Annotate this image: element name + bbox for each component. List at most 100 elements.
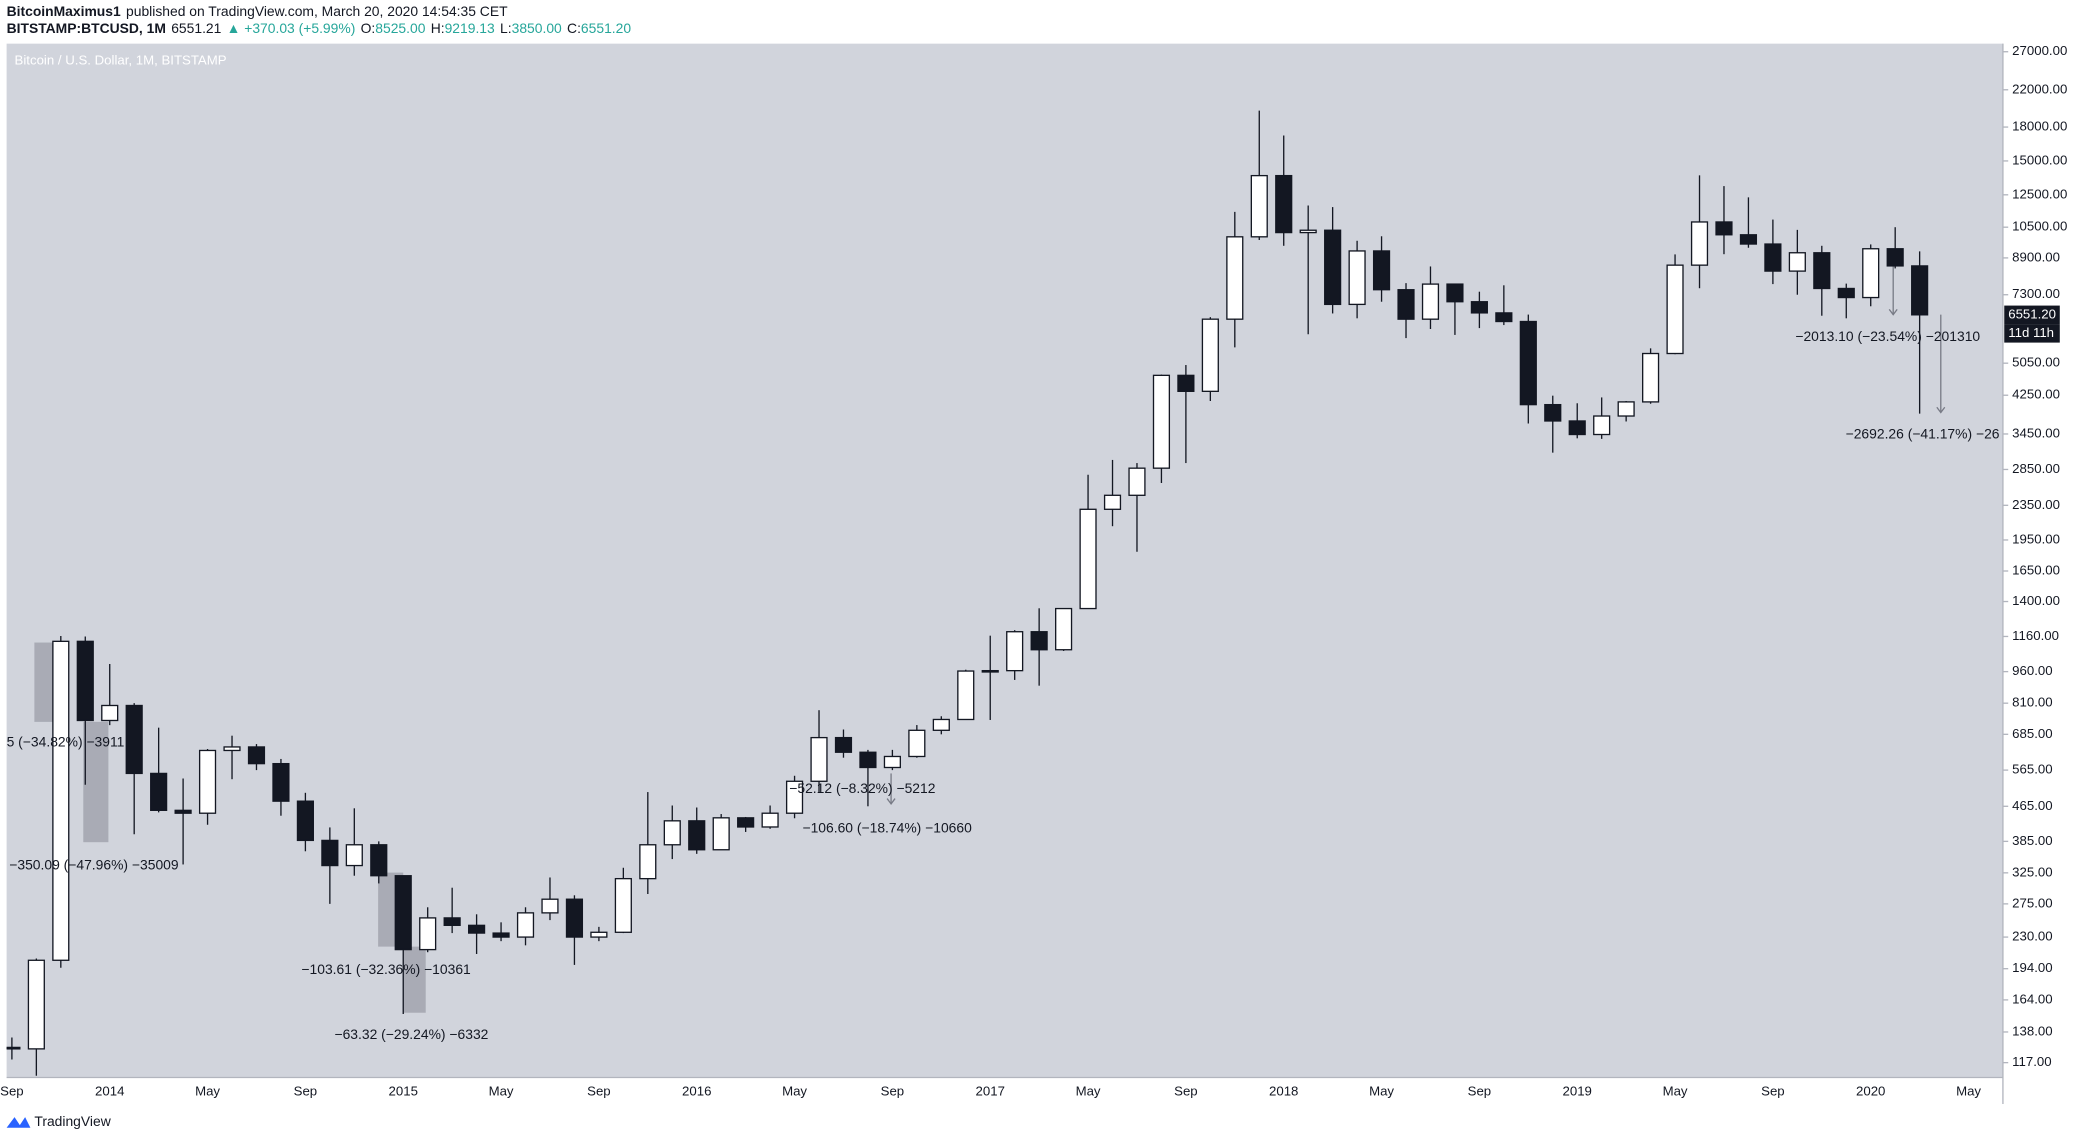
candle-body [981, 669, 999, 673]
y-tick-label: 960.00 [2012, 663, 2052, 678]
measure-box [403, 946, 426, 1013]
candle-body [321, 839, 339, 867]
y-tick-label: 15000.00 [2012, 152, 2067, 167]
candle-body [1911, 265, 1929, 316]
measure-arrow-head [886, 798, 896, 805]
candle-body [516, 912, 535, 938]
x-tick-label: 2014 [95, 1084, 124, 1099]
measure-arrow-head [1888, 308, 1898, 316]
footer: TradingView [6, 1113, 112, 1129]
annotation: 5 (−34.82%) −3911 [7, 734, 125, 750]
candle-body [1666, 264, 1684, 355]
candle-body [1544, 403, 1562, 422]
y-tick-label: 1160.00 [2012, 628, 2059, 643]
candles [6, 110, 1929, 1076]
candle-body [1372, 250, 1391, 291]
candle-body [370, 844, 388, 877]
x-tick-label: May [1076, 1084, 1101, 1099]
l-value: 3850.00 [512, 20, 562, 36]
candle-body [1690, 221, 1709, 266]
y-tick-label: 1400.00 [2012, 593, 2060, 608]
candle-body [6, 1046, 21, 1050]
candle-body [1642, 352, 1660, 403]
candle-body [688, 820, 706, 851]
x-tick-label: 2019 [1563, 1084, 1592, 1099]
change: ▲ +370.03 (+5.99%) [227, 20, 356, 36]
candle-body [761, 812, 779, 828]
brand: TradingView [34, 1113, 111, 1129]
measure-shapes [34, 265, 1946, 1013]
countdown-label: 11d 11h [2008, 325, 2054, 340]
candle-body [345, 844, 363, 867]
x-tick-label: Sep [1761, 1084, 1785, 1099]
candle-body [1495, 312, 1513, 323]
annotation: −2013.10 (−23.54%) −201310 [1795, 328, 1980, 344]
x-tick-label: Sep [1174, 1084, 1198, 1099]
x-tick-label: Sep [0, 1084, 24, 1099]
candle-body [1764, 243, 1782, 272]
y-tick-label: 2350.00 [2012, 497, 2060, 512]
y-tick-label: 10500.00 [2012, 219, 2067, 234]
candle-body [492, 932, 510, 938]
candle-body [468, 924, 486, 934]
candle-body [52, 640, 70, 961]
candle-body [614, 877, 632, 933]
y-tick-label: 7300.00 [2012, 286, 2060, 301]
x-tick-label: Sep [294, 1084, 318, 1099]
candle-body [785, 780, 804, 814]
candle-body [1617, 401, 1635, 417]
candle-body [419, 917, 437, 951]
x-tick-label: Sep [1468, 1084, 1492, 1099]
candle-body [1470, 301, 1488, 314]
x-tick-label: May [195, 1084, 220, 1099]
y-tick-label: 325.00 [2012, 864, 2052, 879]
annotation: −63.32 (−29.24%) −6332 [334, 1026, 488, 1042]
candle-body [1568, 420, 1586, 436]
candle-body [125, 704, 143, 775]
y-tick-label: 565.00 [2012, 762, 2052, 777]
x-tick-label: 2016 [682, 1084, 711, 1099]
y-tick-label: 1650.00 [2012, 563, 2060, 578]
candle-body [1299, 229, 1317, 234]
y-tick-label: 275.00 [2012, 895, 2052, 910]
candle-body [1152, 374, 1171, 469]
h-value: 9219.13 [445, 20, 495, 36]
candle-body [1030, 631, 1048, 651]
y-tick-label: 194.00 [2012, 960, 2052, 975]
x-tick-label: Sep [881, 1084, 905, 1099]
candle-body [1201, 318, 1219, 392]
candle-body [810, 736, 828, 782]
y-tick-label: 2850.00 [2012, 461, 2060, 476]
x-tick-label: Sep [587, 1084, 611, 1099]
candle-body [908, 729, 926, 758]
candle-body [1226, 236, 1244, 320]
candle-body [1519, 320, 1537, 406]
measure-box [83, 721, 109, 843]
candle-body [1177, 374, 1195, 392]
candle-body [1886, 248, 1904, 267]
candle-body [443, 917, 461, 926]
candle-body [1421, 283, 1440, 320]
y-tick-label: 12500.00 [2012, 186, 2067, 201]
candle-body [1715, 221, 1733, 236]
logo [6, 1117, 31, 1128]
candle-body [247, 746, 266, 765]
header-line-1: BitcoinMaximus1 published on TradingView.… [7, 3, 508, 19]
measure-arrow-head [1936, 406, 1946, 414]
y-tick-label: 810.00 [2012, 695, 2052, 710]
candle-body [1837, 287, 1855, 299]
candle-body [1055, 607, 1073, 651]
candle-body [150, 772, 168, 811]
chart-title: Bitcoin / U.S. Dollar, 1M, BITSTAMP [15, 52, 227, 67]
candle-body [1250, 174, 1268, 238]
candle-body [76, 640, 94, 722]
h-label: H: [431, 20, 445, 36]
candle-body [198, 749, 217, 814]
candle-body [712, 817, 730, 851]
y-tick-label: 8900.00 [2012, 249, 2060, 264]
author: BitcoinMaximus1 [7, 3, 121, 19]
candle-body [1103, 494, 1122, 510]
candle-body [834, 736, 853, 753]
y-tick-label: 685.00 [2012, 726, 2052, 741]
